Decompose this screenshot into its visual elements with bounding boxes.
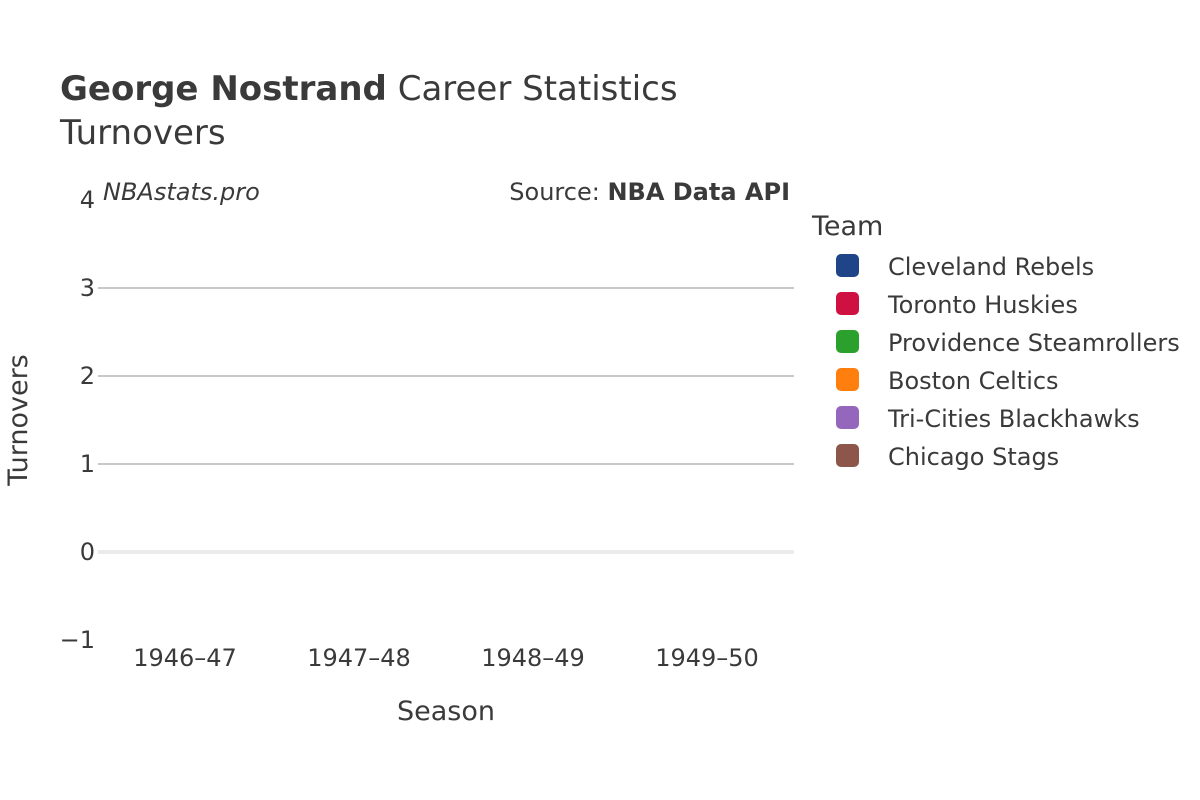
y-axis: 4 3 2 1 0 −1 xyxy=(60,186,95,654)
legend-items: Cleveland Rebels Toronto Huskies Providenc… xyxy=(836,253,1180,471)
legend-swatch xyxy=(836,292,859,315)
legend-swatch xyxy=(836,330,859,353)
legend-label: Chicago Stags xyxy=(888,443,1059,471)
legend-label: Boston Celtics xyxy=(888,367,1059,395)
source-label: Source: xyxy=(509,178,607,206)
watermark: NBAstats.pro xyxy=(103,178,260,206)
y-axis-title: Turnovers xyxy=(3,354,34,487)
y-tick-label: 0 xyxy=(80,538,95,566)
legend-title: Team xyxy=(811,211,883,242)
legend-swatch xyxy=(836,254,859,277)
legend-item[interactable]: Chicago Stags xyxy=(836,443,1059,471)
legend-item[interactable]: Providence Steamrollers xyxy=(836,329,1180,357)
turnovers-chart: George Nostrand Career Statistics Turnov… xyxy=(0,0,1200,800)
legend-item[interactable]: Toronto Huskies xyxy=(836,291,1078,319)
x-tick-label: 1947–48 xyxy=(307,644,411,672)
y-tick-label: 2 xyxy=(80,362,95,390)
legend-item[interactable]: Boston Celtics xyxy=(836,367,1059,395)
y-tick-label: 1 xyxy=(80,450,95,478)
legend-item[interactable]: Tri-Cities Blackhawks xyxy=(836,405,1140,433)
legend-label: Toronto Huskies xyxy=(887,291,1078,319)
legend-item[interactable]: Cleveland Rebels xyxy=(836,253,1094,281)
x-tick-label: 1949–50 xyxy=(655,644,759,672)
x-tick-label: 1946–47 xyxy=(133,644,237,672)
grid-layer xyxy=(98,288,794,552)
x-axis-title: Season xyxy=(397,696,495,727)
legend: Team Cleveland Rebels Toronto Huskies Prov… xyxy=(811,211,1180,471)
y-tick-label: 4 xyxy=(80,186,95,214)
y-tick-label: 3 xyxy=(80,274,95,302)
source-name: NBA Data API xyxy=(607,178,790,206)
x-axis: 1946–47 1947–48 1948–49 1949–50 xyxy=(133,644,759,672)
x-tick-label: 1948–49 xyxy=(481,644,585,672)
legend-label: Providence Steamrollers xyxy=(888,329,1180,357)
legend-swatch xyxy=(836,444,859,467)
chart-subtitle: Turnovers xyxy=(59,113,226,153)
legend-swatch xyxy=(836,368,859,391)
y-tick-label: −1 xyxy=(60,626,95,654)
legend-label: Tri-Cities Blackhawks xyxy=(887,405,1140,433)
legend-label: Cleveland Rebels xyxy=(888,253,1094,281)
source-credit: Source: NBA Data API xyxy=(509,178,790,206)
chart-title: George Nostrand Career Statistics xyxy=(60,69,678,109)
chart-title-rest: Career Statistics xyxy=(387,69,678,109)
chart-title-player: George Nostrand xyxy=(60,69,387,109)
legend-swatch xyxy=(836,406,859,429)
